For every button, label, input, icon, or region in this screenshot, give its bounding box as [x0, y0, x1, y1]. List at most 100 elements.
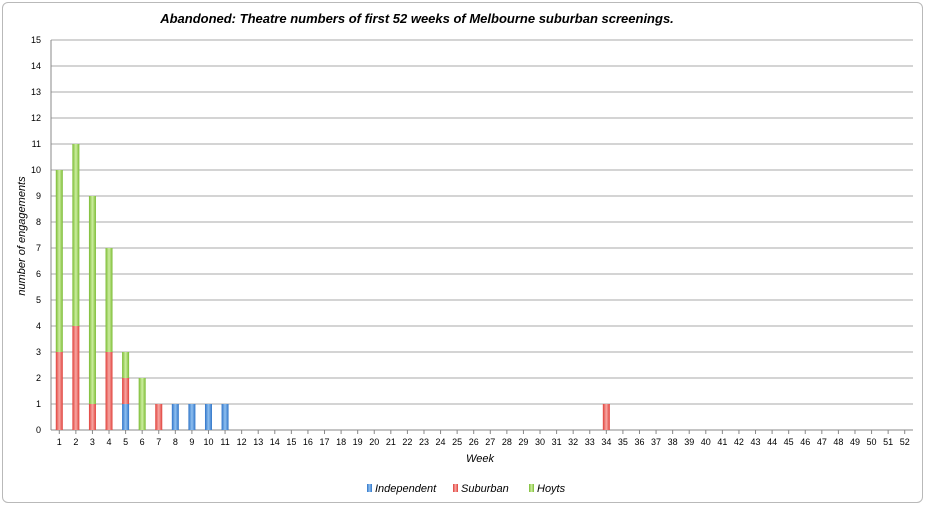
x-tick-label: 5: [123, 437, 128, 447]
bar-segment: [138, 378, 146, 430]
x-tick-label: 17: [320, 437, 330, 447]
x-tick-label: 14: [270, 437, 280, 447]
x-tick-label: 43: [751, 437, 761, 447]
bar-segment: [122, 378, 130, 404]
x-tick-label: 7: [156, 437, 161, 447]
x-tick-label: 35: [618, 437, 628, 447]
bar-segment: [171, 404, 179, 430]
bar-segment: [602, 404, 610, 430]
x-tick-label: 13: [253, 437, 263, 447]
x-tick-label: 52: [900, 437, 910, 447]
x-tick-label: 29: [518, 437, 528, 447]
x-tick-label: 31: [552, 437, 562, 447]
x-tick-label: 42: [734, 437, 744, 447]
x-tick-label: 48: [833, 437, 843, 447]
bar-segment: [72, 326, 80, 430]
legend-swatch: [529, 484, 534, 492]
bar-segment: [122, 404, 130, 430]
y-axis-label: number of engagements: [16, 176, 28, 296]
y-tick-label: 4: [36, 321, 41, 331]
gridlines: [50, 39, 913, 431]
legend-swatch: [367, 484, 372, 492]
bar-segment: [55, 352, 63, 430]
x-tick-label: 49: [850, 437, 860, 447]
x-tick-label: 26: [469, 437, 479, 447]
legend-label: Independent: [375, 483, 437, 495]
y-tick-label: 8: [36, 217, 41, 227]
bar-segment: [204, 404, 212, 430]
x-tick-label: 9: [189, 437, 194, 447]
x-tick-label: 39: [684, 437, 694, 447]
x-tick-label: 1: [57, 437, 62, 447]
x-tick-label: 23: [419, 437, 429, 447]
x-tick-label: 24: [436, 437, 446, 447]
bar-segment: [155, 404, 163, 430]
bar-segment: [105, 352, 113, 430]
x-tick-label: 41: [717, 437, 727, 447]
y-tick-label: 6: [36, 269, 41, 279]
y-tick-label: 5: [36, 295, 41, 305]
x-tick-label: 2: [73, 437, 78, 447]
x-tick-labels: 1 2 3 4 5 6 7 8 9 10 11 12 13 14 15 16 17 18 19 20 21 22 23 24 2…: [57, 430, 910, 447]
legend-swatch: [453, 484, 458, 492]
y-tick-label: 7: [36, 243, 41, 253]
bar-segment: [105, 248, 113, 352]
x-tick-label: 40: [701, 437, 711, 447]
x-tick-label: 21: [386, 437, 396, 447]
x-tick-label: 33: [585, 437, 595, 447]
bar-segment: [122, 352, 130, 378]
bar-segment: [188, 404, 196, 430]
x-tick-label: 11: [220, 437, 229, 447]
bar-segment: [72, 144, 80, 326]
bar-segment: [221, 404, 229, 430]
x-tick-label: 6: [140, 437, 145, 447]
legend-label: Suburban: [461, 483, 509, 495]
bar-segment: [55, 170, 63, 352]
x-tick-label: 16: [303, 437, 313, 447]
y-tick-label: 10: [31, 165, 41, 175]
x-tick-label: 12: [237, 437, 247, 447]
x-tick-label: 22: [402, 437, 412, 447]
y-tick-label: 14: [31, 61, 41, 71]
x-tick-label: 46: [800, 437, 810, 447]
y-tick-label: 3: [36, 347, 41, 357]
x-tick-label: 28: [502, 437, 512, 447]
x-tick-label: 18: [336, 437, 346, 447]
y-tick-label: 12: [31, 113, 41, 123]
x-tick-label: 19: [353, 437, 363, 447]
bar-segment: [88, 196, 96, 404]
x-axis-label: Week: [466, 453, 494, 465]
x-tick-label: 50: [867, 437, 877, 447]
x-tick-label: 34: [601, 437, 611, 447]
y-tick-label: 9: [36, 191, 41, 201]
y-tick-label: 11: [32, 139, 41, 149]
y-tick-label: 13: [31, 87, 41, 97]
x-tick-label: 20: [369, 437, 379, 447]
x-tick-label: 10: [203, 437, 213, 447]
y-tick-label: 1: [36, 399, 41, 409]
x-tick-label: 47: [817, 437, 827, 447]
y-tick-label: 15: [31, 35, 41, 45]
legend-label: Hoyts: [537, 483, 566, 495]
y-tick-label: 2: [36, 373, 41, 383]
x-tick-label: 36: [634, 437, 644, 447]
x-tick-label: 8: [173, 437, 178, 447]
y-tick-label: 0: [36, 425, 41, 435]
x-tick-label: 44: [767, 437, 777, 447]
chart-title: Abandoned: Theatre numbers of first 52 w…: [159, 11, 674, 26]
legend: Independent Suburban Hoyts: [367, 483, 566, 495]
x-tick-label: 38: [668, 437, 678, 447]
x-tick-label: 27: [485, 437, 495, 447]
x-tick-label: 15: [286, 437, 296, 447]
x-tick-label: 32: [568, 437, 578, 447]
x-tick-label: 45: [784, 437, 794, 447]
x-tick-label: 37: [651, 437, 661, 447]
bars: [55, 144, 610, 430]
x-tick-label: 4: [107, 437, 112, 447]
x-tick-label: 30: [535, 437, 545, 447]
x-tick-label: 3: [90, 437, 95, 447]
bar-segment: [88, 404, 96, 430]
x-tick-label: 25: [452, 437, 462, 447]
